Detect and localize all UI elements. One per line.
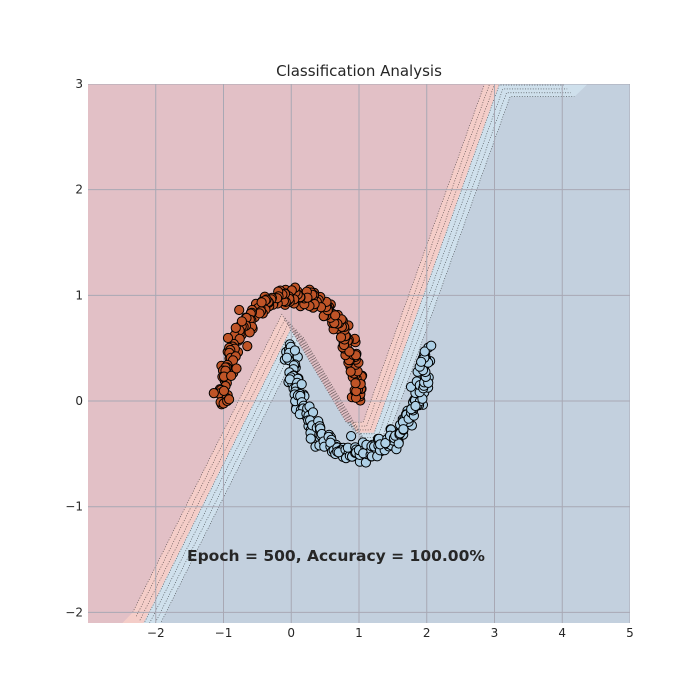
class0-region — [88, 84, 485, 623]
x-tick-label: 4 — [558, 626, 566, 640]
class0-point — [222, 332, 234, 344]
epoch-accuracy-annotation: Epoch = 500, Accuracy = 100.00% — [187, 547, 485, 565]
class0-point — [218, 385, 229, 396]
class1-point — [281, 352, 292, 363]
y-tick-label: −2 — [65, 605, 83, 619]
class0-point — [224, 394, 235, 405]
class1-points — [279, 339, 437, 468]
class0-point — [344, 346, 355, 357]
class1-point — [426, 340, 437, 351]
x-tick-label: −1 — [215, 626, 233, 640]
class0-point — [345, 366, 356, 377]
class0-point — [234, 304, 245, 316]
y-tick-label: 1 — [75, 288, 83, 302]
class0-point — [335, 332, 347, 343]
class0-point — [208, 388, 219, 399]
class0-point — [256, 297, 267, 308]
class0-point — [242, 341, 253, 352]
class0-point — [330, 310, 341, 321]
y-tick-label: 3 — [75, 77, 83, 91]
class1-point — [398, 424, 409, 435]
class1-point — [419, 346, 430, 357]
class0-point — [226, 370, 237, 381]
class1-point — [410, 400, 421, 412]
class0-point — [350, 378, 361, 389]
x-tick-label: 5 — [626, 626, 634, 640]
y-tick-label: 2 — [75, 183, 83, 197]
x-tick-label: 0 — [287, 626, 295, 640]
x-tick-label: 1 — [355, 626, 363, 640]
plot-area — [88, 84, 630, 623]
x-tick-label: 2 — [423, 626, 431, 640]
axis-ticks: −2 −1 0 1 2 3 4 5 −2 −1 0 1 2 3 — [65, 77, 634, 640]
class0-point — [230, 322, 241, 333]
class0-points — [208, 282, 368, 410]
y-tick-label: 0 — [75, 394, 83, 408]
class1-point — [296, 379, 307, 390]
x-tick-label: 3 — [491, 626, 499, 640]
class0-point — [231, 363, 242, 374]
class1-point — [380, 438, 391, 449]
y-tick-label: −1 — [65, 500, 83, 514]
class1-point — [289, 345, 300, 356]
class1-point — [346, 431, 357, 442]
class1-point — [416, 356, 427, 367]
class1-point — [305, 433, 316, 444]
x-tick-label: −2 — [147, 626, 165, 640]
chart-title: Classification Analysis — [276, 62, 442, 80]
